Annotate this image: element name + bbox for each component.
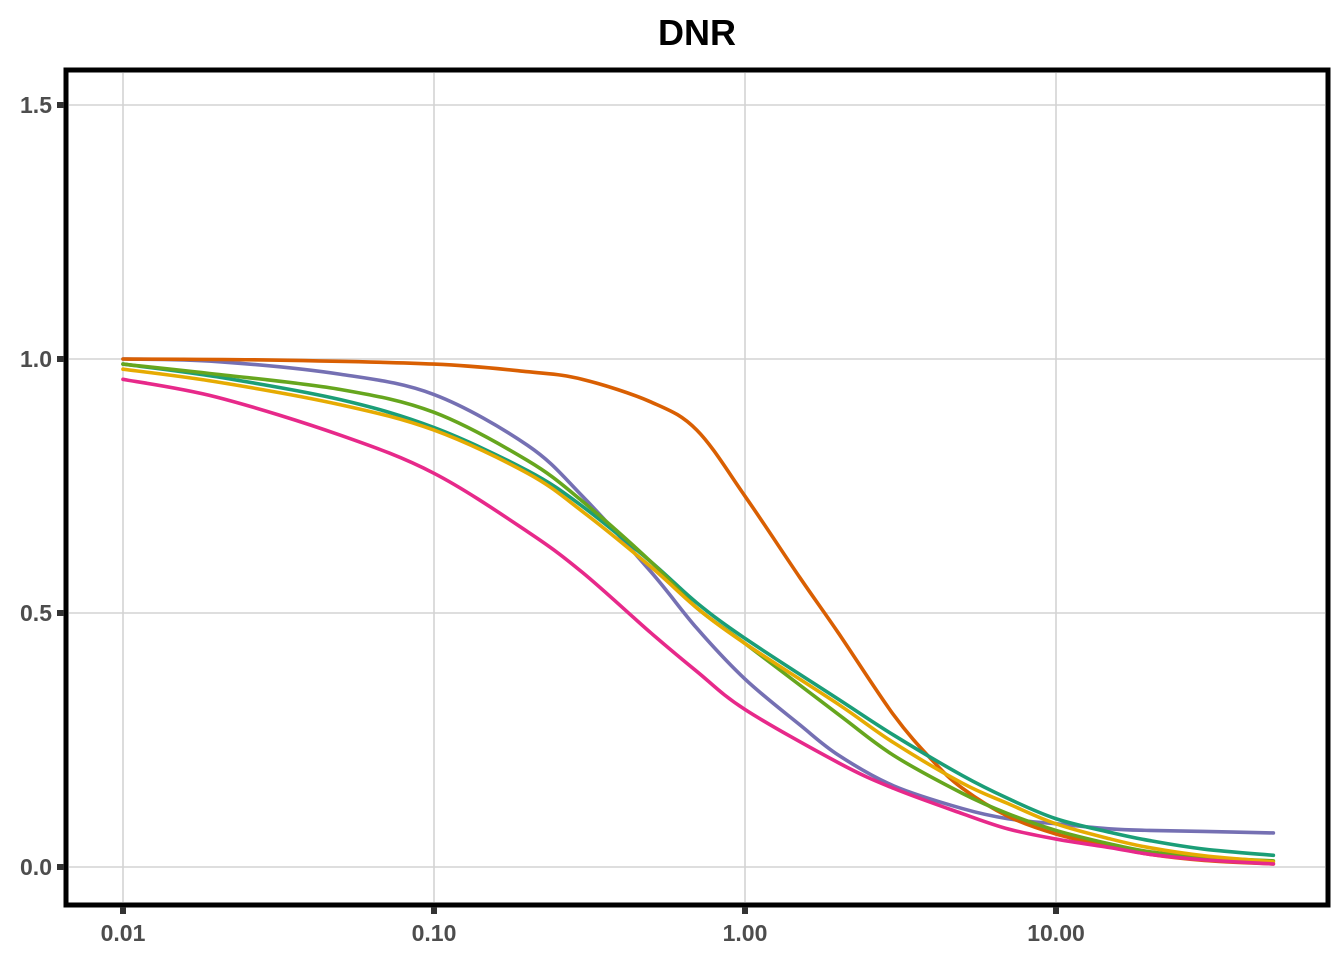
y-tick-label: 0.5 (20, 600, 52, 626)
y-tick-label: 1.5 (20, 92, 52, 118)
series-line-6 (121, 377, 1276, 866)
axis-ticks (57, 102, 1059, 914)
series-line-2 (121, 357, 1276, 866)
axis-tick-labels: 0.01 0.10 1.00 10.00 0.0 0.5 1.0 1.5 (20, 92, 1085, 946)
series-line-1 (121, 357, 1276, 835)
series-line-3 (121, 362, 1276, 858)
series-line-5 (121, 367, 1276, 864)
y-tick-label: 1.0 (20, 346, 52, 372)
series-group (121, 357, 1276, 866)
chart-title: DNR (658, 12, 736, 53)
x-tick-label: 10.00 (1027, 920, 1085, 946)
plot-panel-border (63, 67, 1331, 908)
x-tick-label: 0.10 (412, 920, 457, 946)
grid (69, 73, 1325, 902)
x-tick-label: 0.01 (101, 920, 146, 946)
y-tick-label: 0.0 (20, 854, 52, 880)
x-tick-label: 1.00 (723, 920, 768, 946)
